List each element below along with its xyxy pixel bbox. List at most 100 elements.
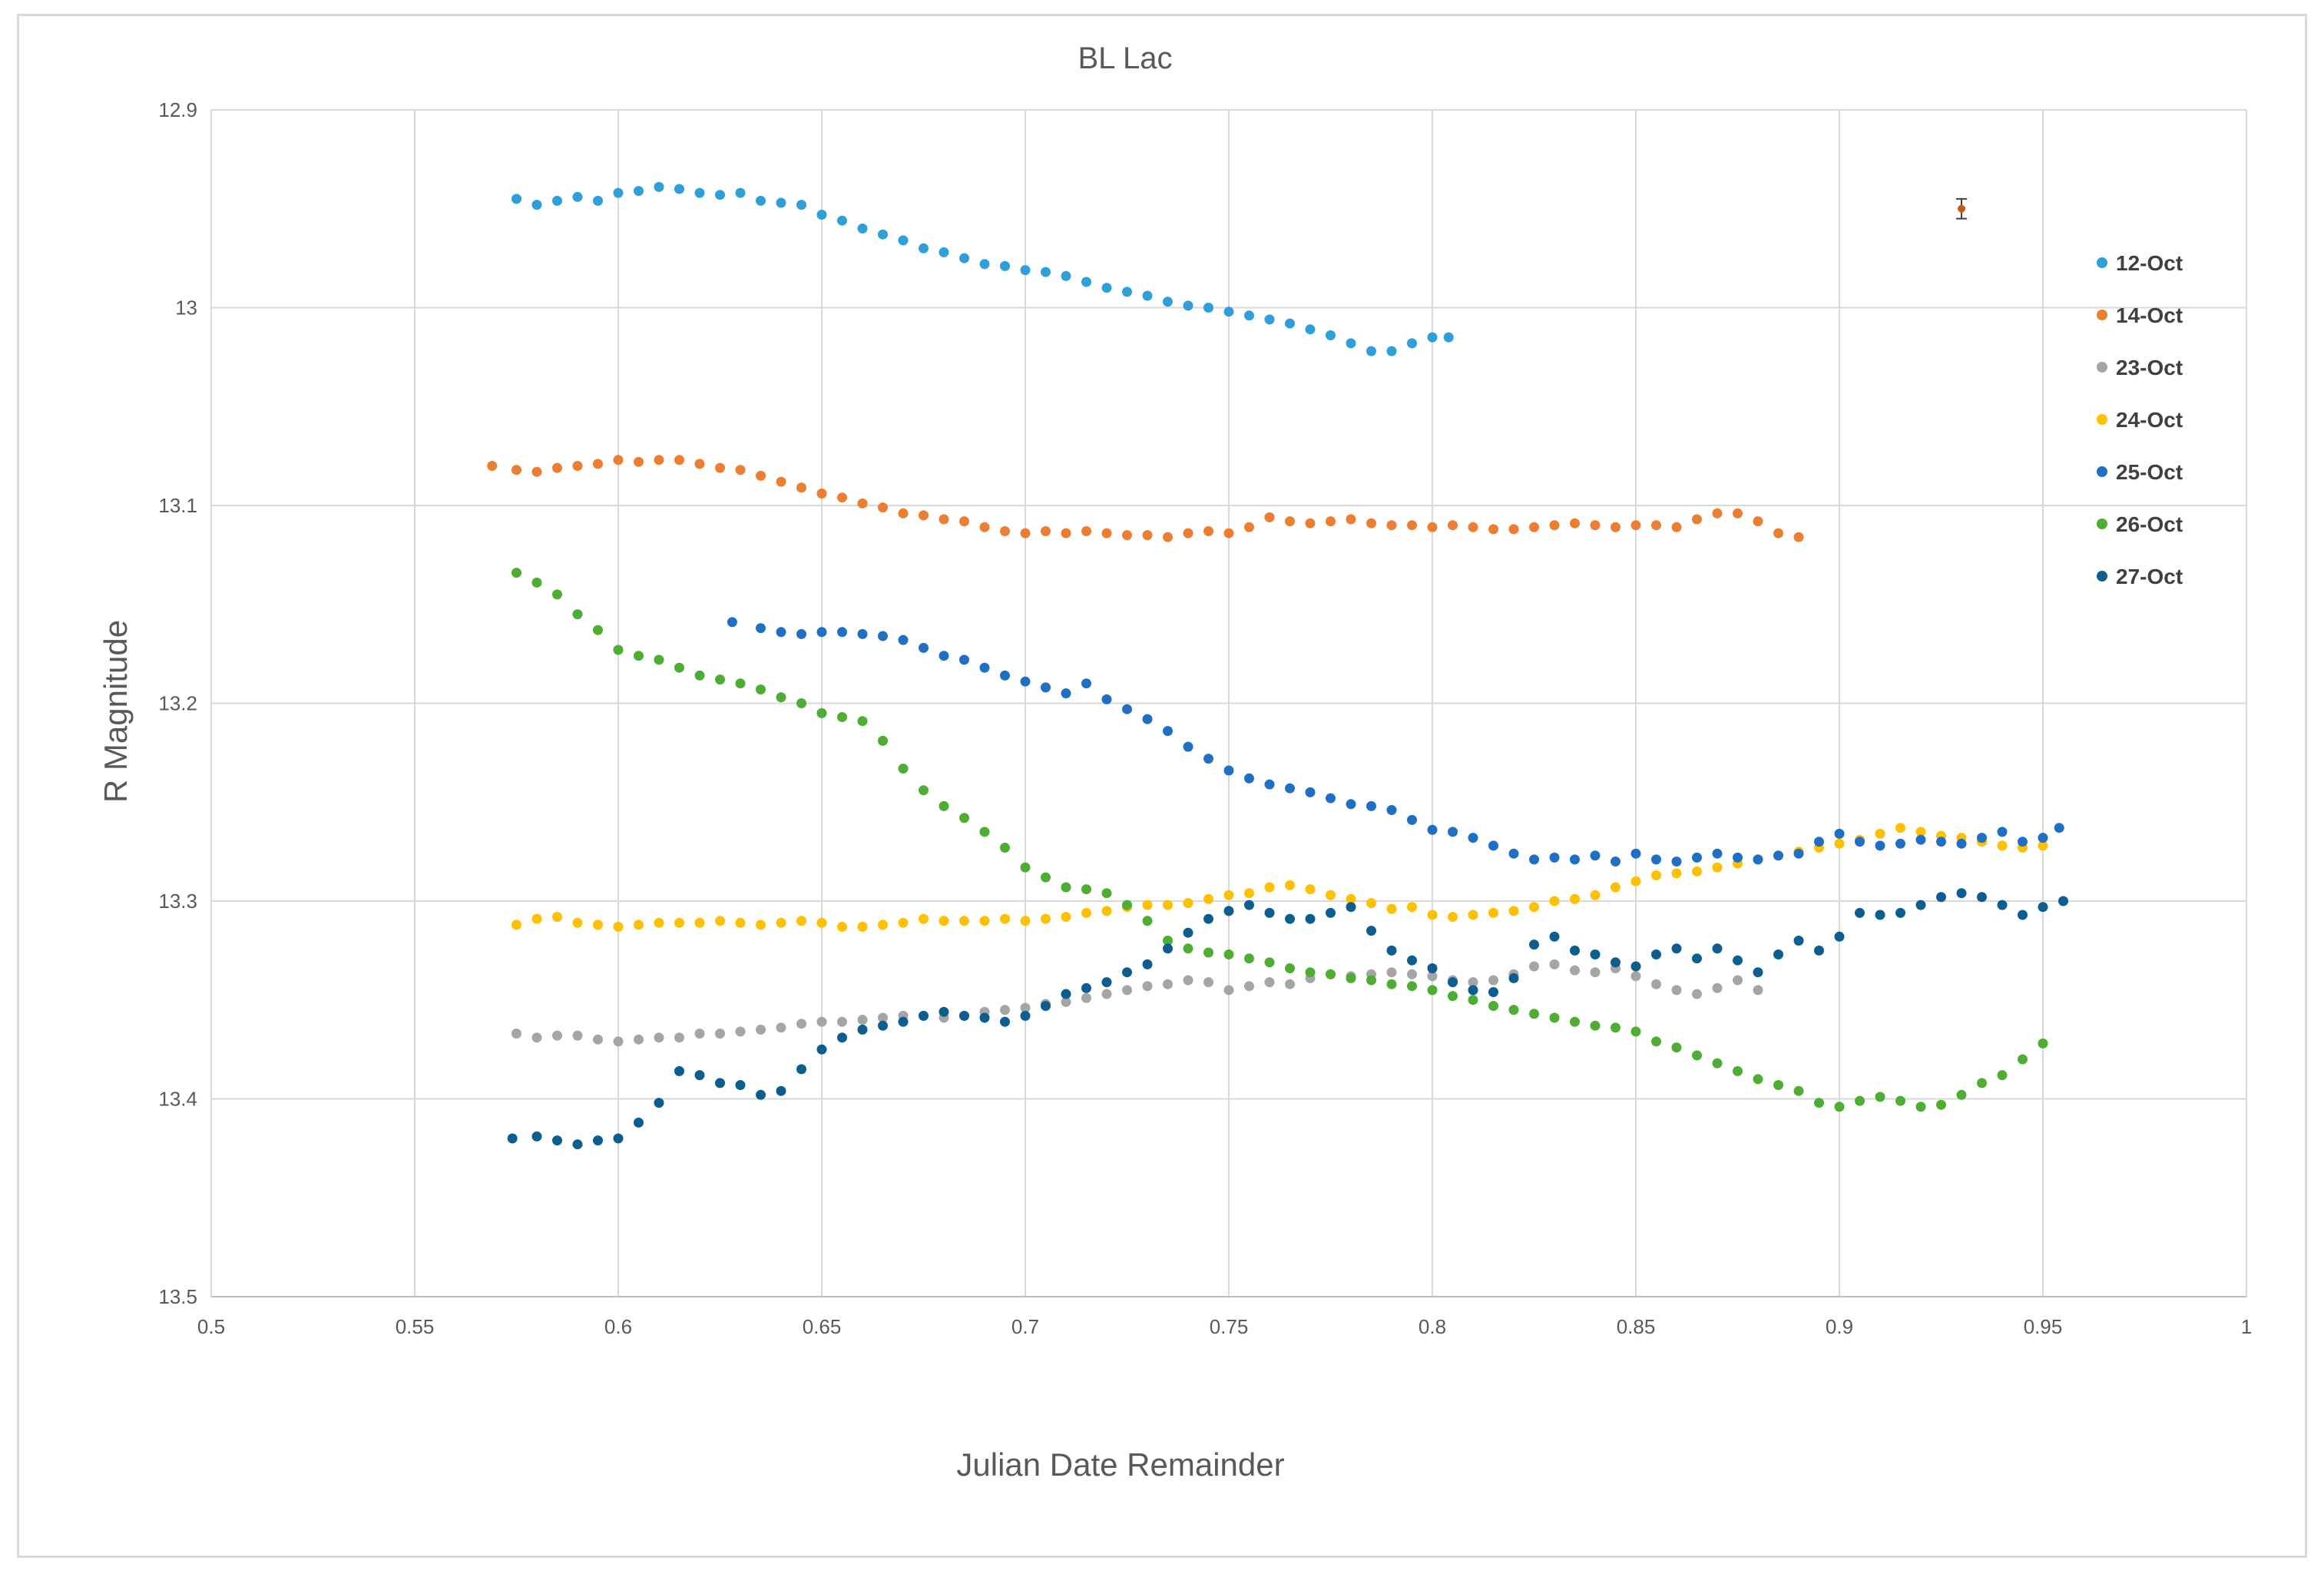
data-point <box>776 197 786 208</box>
data-point <box>1020 862 1031 873</box>
legend-label: 26-Oct <box>2116 512 2183 536</box>
data-point <box>1570 854 1580 865</box>
data-point <box>1061 528 1071 538</box>
data-point <box>1427 971 1438 982</box>
data-point <box>1692 866 1702 876</box>
data-point <box>2038 1038 2048 1049</box>
data-point <box>2054 823 2064 833</box>
data-point <box>959 253 969 263</box>
data-point <box>1386 979 1397 989</box>
data-point <box>1692 852 1702 863</box>
data-point <box>1570 518 1580 529</box>
data-point <box>634 1034 644 1045</box>
data-point <box>531 913 542 924</box>
data-point <box>919 510 929 521</box>
data-point <box>959 654 969 665</box>
data-point <box>1366 518 1376 529</box>
data-point <box>1122 287 1132 297</box>
data-point <box>756 684 766 694</box>
data-point <box>776 917 786 928</box>
data-point <box>1651 520 1661 531</box>
data-point <box>1142 916 1153 926</box>
series-24-oct <box>511 823 2048 932</box>
data-point <box>2018 910 2028 920</box>
data-point <box>857 498 868 509</box>
data-point <box>572 609 583 620</box>
data-point <box>1590 890 1601 900</box>
data-point <box>1326 890 1336 900</box>
tick-layer: 0.5 0.55 0.6 0.65 0.7 0.75 0.8 0.85 0.9 0.95 1 12.9… <box>158 98 2252 1338</box>
data-point <box>878 1020 888 1031</box>
data-point <box>1508 1005 1519 1016</box>
data-point <box>979 522 990 532</box>
data-point <box>756 195 766 206</box>
x-tick-label: 1 <box>2241 1315 2252 1338</box>
legend-item: 27-Oct <box>2097 565 2183 588</box>
data-point <box>1326 969 1336 979</box>
data-point <box>613 1036 624 1047</box>
data-point <box>1142 530 1153 541</box>
data-point <box>1122 967 1132 978</box>
data-point <box>1753 1074 1763 1085</box>
data-point <box>939 514 949 525</box>
data-point <box>1407 520 1417 531</box>
data-point <box>531 577 542 588</box>
data-point <box>2018 837 2028 847</box>
data-point <box>674 455 684 466</box>
data-point <box>1875 910 1885 920</box>
data-point <box>1651 979 1661 989</box>
data-point <box>1692 953 1702 964</box>
data-point <box>634 1117 644 1128</box>
data-point <box>1081 907 1091 918</box>
data-point <box>919 243 929 253</box>
data-point <box>715 916 725 926</box>
data-point <box>898 508 909 519</box>
data-point <box>1041 267 1051 277</box>
data-point <box>816 707 827 718</box>
data-point <box>1346 973 1356 983</box>
data-point <box>959 516 969 527</box>
data-point <box>1163 297 1173 307</box>
data-point <box>776 1022 786 1033</box>
data-point <box>654 1032 664 1043</box>
data-point <box>1529 961 1539 972</box>
data-point <box>1997 840 2008 851</box>
data-point <box>939 800 949 811</box>
data-point <box>878 631 888 641</box>
data-point <box>715 1029 725 1039</box>
data-point <box>1407 814 1417 825</box>
data-point <box>1895 838 1905 849</box>
data-point <box>1264 882 1275 893</box>
data-point <box>1407 338 1417 349</box>
data-point <box>1468 833 1478 843</box>
data-point <box>1590 850 1601 861</box>
data-point <box>1570 1016 1580 1027</box>
data-point <box>1020 265 1031 276</box>
data-point <box>1203 977 1213 988</box>
data-point <box>572 917 583 928</box>
data-point <box>1223 528 1234 538</box>
data-point <box>1468 522 1478 532</box>
data-point <box>2058 896 2068 906</box>
data-point <box>552 195 562 206</box>
data-point <box>959 813 969 823</box>
data-point <box>1733 508 1743 519</box>
data-point <box>878 920 888 930</box>
data-point <box>1468 977 1478 988</box>
data-point <box>1183 528 1193 538</box>
data-point <box>1142 959 1153 969</box>
data-point <box>1366 926 1376 936</box>
data-point <box>939 1006 949 1017</box>
data-point <box>898 235 909 246</box>
legend-marker <box>2097 519 2107 529</box>
data-point <box>1163 726 1173 737</box>
legend-item: 12-Oct <box>2097 251 2183 275</box>
y-tick-label: 13.5 <box>158 1285 197 1308</box>
data-point <box>552 912 562 923</box>
data-point <box>1834 931 1845 942</box>
data-point <box>1977 892 1987 903</box>
y-tick-label: 13 <box>175 297 197 320</box>
x-tick-label: 0.55 <box>396 1315 435 1338</box>
data-point <box>1895 1095 1905 1106</box>
data-point <box>1427 963 1438 973</box>
